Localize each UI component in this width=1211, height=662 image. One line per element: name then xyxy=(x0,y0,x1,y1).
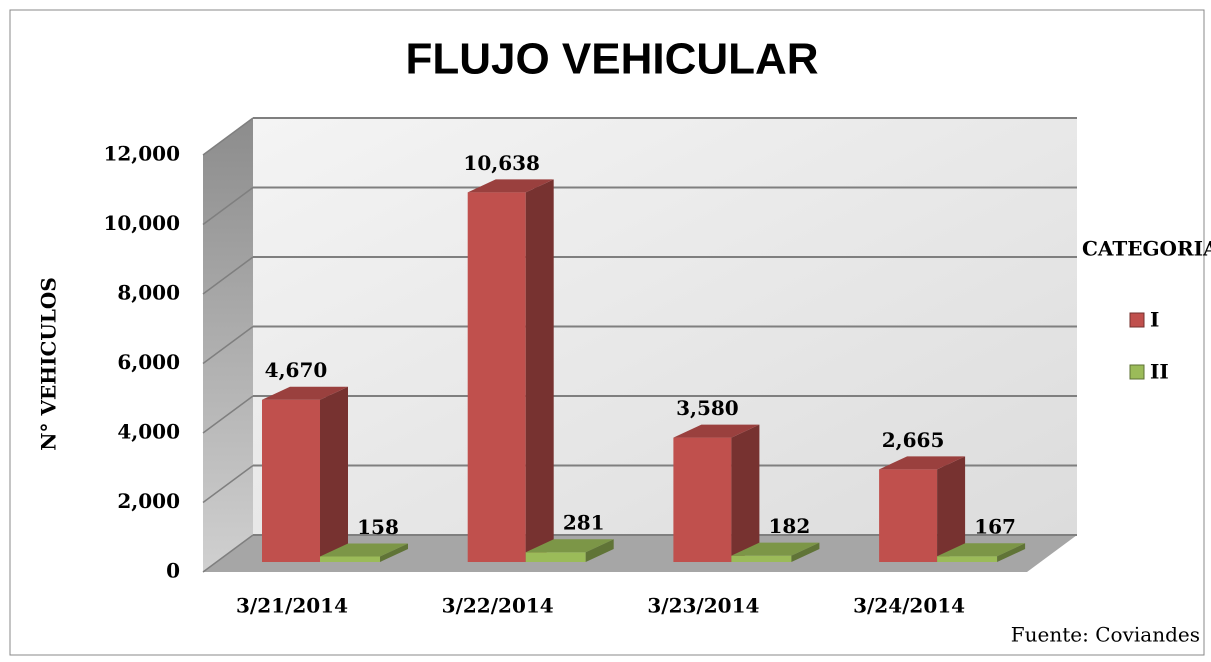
bar-top xyxy=(937,543,1026,557)
legend-swatch xyxy=(1129,364,1145,380)
grid-line-side xyxy=(202,464,254,504)
grid-line-side xyxy=(202,395,254,434)
y-tick-label: 10,000 xyxy=(103,211,180,235)
bar-side xyxy=(791,542,820,562)
x-tick-label: 3/23/2014 xyxy=(647,594,759,618)
bar-top xyxy=(673,424,760,438)
value-label: 4,670 xyxy=(265,358,328,382)
bar xyxy=(879,456,966,562)
legend-label: II xyxy=(1150,360,1169,384)
bar-top xyxy=(525,539,614,553)
grid-line-side xyxy=(202,534,254,573)
bar-side xyxy=(320,386,348,562)
grid-line-side xyxy=(202,186,254,226)
x-tick-label: 3/24/2014 xyxy=(853,594,965,618)
bar-top xyxy=(879,456,966,470)
legend-label: I xyxy=(1150,308,1159,332)
bar-front xyxy=(937,556,998,562)
bar xyxy=(731,542,820,562)
bar-front xyxy=(879,469,938,562)
bar xyxy=(262,386,348,562)
bar-side xyxy=(997,543,1026,562)
bar-top xyxy=(467,179,554,193)
value-label: 3,580 xyxy=(676,396,739,420)
legend-swatch xyxy=(1129,312,1145,328)
bar-side xyxy=(525,179,554,562)
bar-front xyxy=(320,556,380,562)
y-tick-label: 2,000 xyxy=(117,489,180,513)
value-label: 10,638 xyxy=(463,151,540,175)
value-label: 182 xyxy=(769,514,811,538)
bar xyxy=(320,543,408,562)
bar xyxy=(937,543,1026,562)
y-tick-label: 4,000 xyxy=(117,420,180,444)
bar-top xyxy=(731,542,820,556)
bar-side xyxy=(937,456,966,562)
bar xyxy=(467,179,554,562)
bar-side xyxy=(585,539,614,562)
legend-title: CATEGORIA xyxy=(1082,237,1211,261)
y-tick-label: 0 xyxy=(166,559,180,583)
value-label: 281 xyxy=(563,511,605,535)
source: Fuente: Coviandes xyxy=(1011,623,1200,647)
bar-top xyxy=(262,386,348,400)
bar-top xyxy=(320,543,408,557)
bar xyxy=(525,539,614,562)
bar-side xyxy=(731,424,760,562)
grid-line-side xyxy=(202,256,254,295)
x-tick-label: 3/21/2014 xyxy=(236,594,348,618)
y-tick-label: 6,000 xyxy=(117,350,180,374)
bar-front xyxy=(731,555,792,562)
y-axis-label: N° VEHICULOS xyxy=(37,277,61,451)
x-tick-label: 3/22/2014 xyxy=(442,594,554,618)
grid-line-side xyxy=(202,117,254,156)
bar-front xyxy=(262,399,320,562)
bar xyxy=(673,424,760,562)
bar-front xyxy=(467,192,526,562)
chart-title: FLUJO VEHICULAR xyxy=(405,35,818,84)
grid-line-side xyxy=(202,325,254,365)
bar-side xyxy=(380,543,408,562)
y-tick-label: 8,000 xyxy=(117,281,180,305)
value-label: 2,665 xyxy=(882,428,945,452)
floor xyxy=(203,535,1077,572)
value-label: 167 xyxy=(974,515,1016,539)
bar-front xyxy=(673,437,732,562)
y-tick-label: 12,000 xyxy=(103,142,180,166)
value-label: 158 xyxy=(357,515,399,539)
bar-front xyxy=(525,552,586,562)
